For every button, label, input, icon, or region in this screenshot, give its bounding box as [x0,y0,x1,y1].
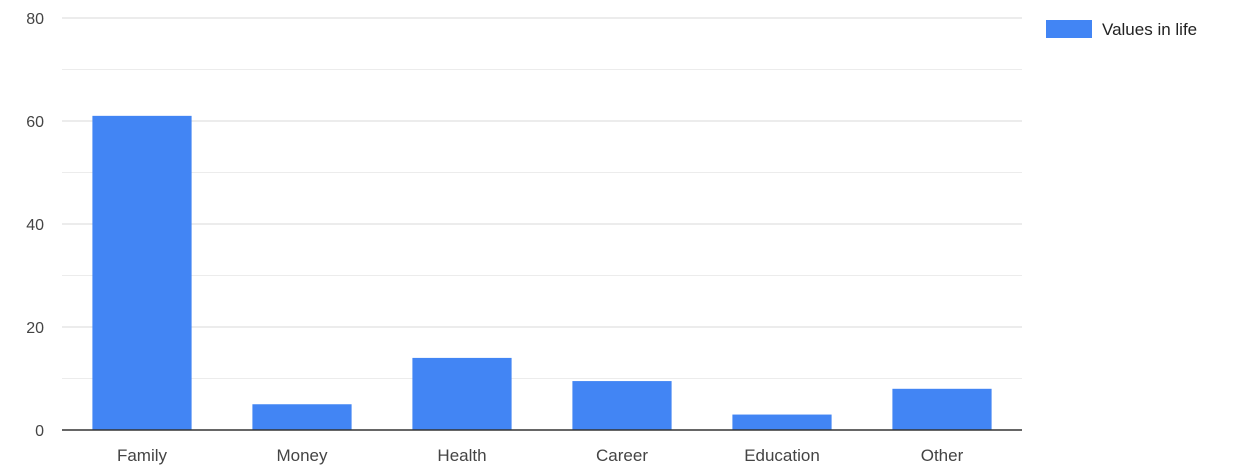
bar-money [252,404,352,430]
x-tick-label: Other [921,446,964,465]
bar-career [572,381,672,430]
y-tick-label: 20 [26,320,44,337]
y-axis-ticks: 0 20 40 60 80 [26,11,44,440]
y-tick-label: 0 [35,423,44,440]
x-tick-label: Education [744,446,820,465]
bar-family [92,115,192,430]
bar-health [412,357,512,430]
y-tick-label: 80 [26,11,44,28]
bar-education [732,414,832,430]
legend-swatch [1046,20,1092,38]
legend-label: Values in life [1102,20,1197,39]
x-tick-label: Family [117,446,168,465]
x-axis-labels: Family Money Health Career Education Other [117,446,964,465]
gridlines [62,17,1022,379]
legend: Values in life [1046,20,1197,39]
x-tick-label: Health [437,446,486,465]
bars [92,115,992,430]
y-tick-label: 60 [26,114,44,131]
x-tick-label: Career [596,446,648,465]
y-tick-label: 40 [26,217,44,234]
x-tick-label: Money [276,446,328,465]
bar-other [892,388,992,430]
